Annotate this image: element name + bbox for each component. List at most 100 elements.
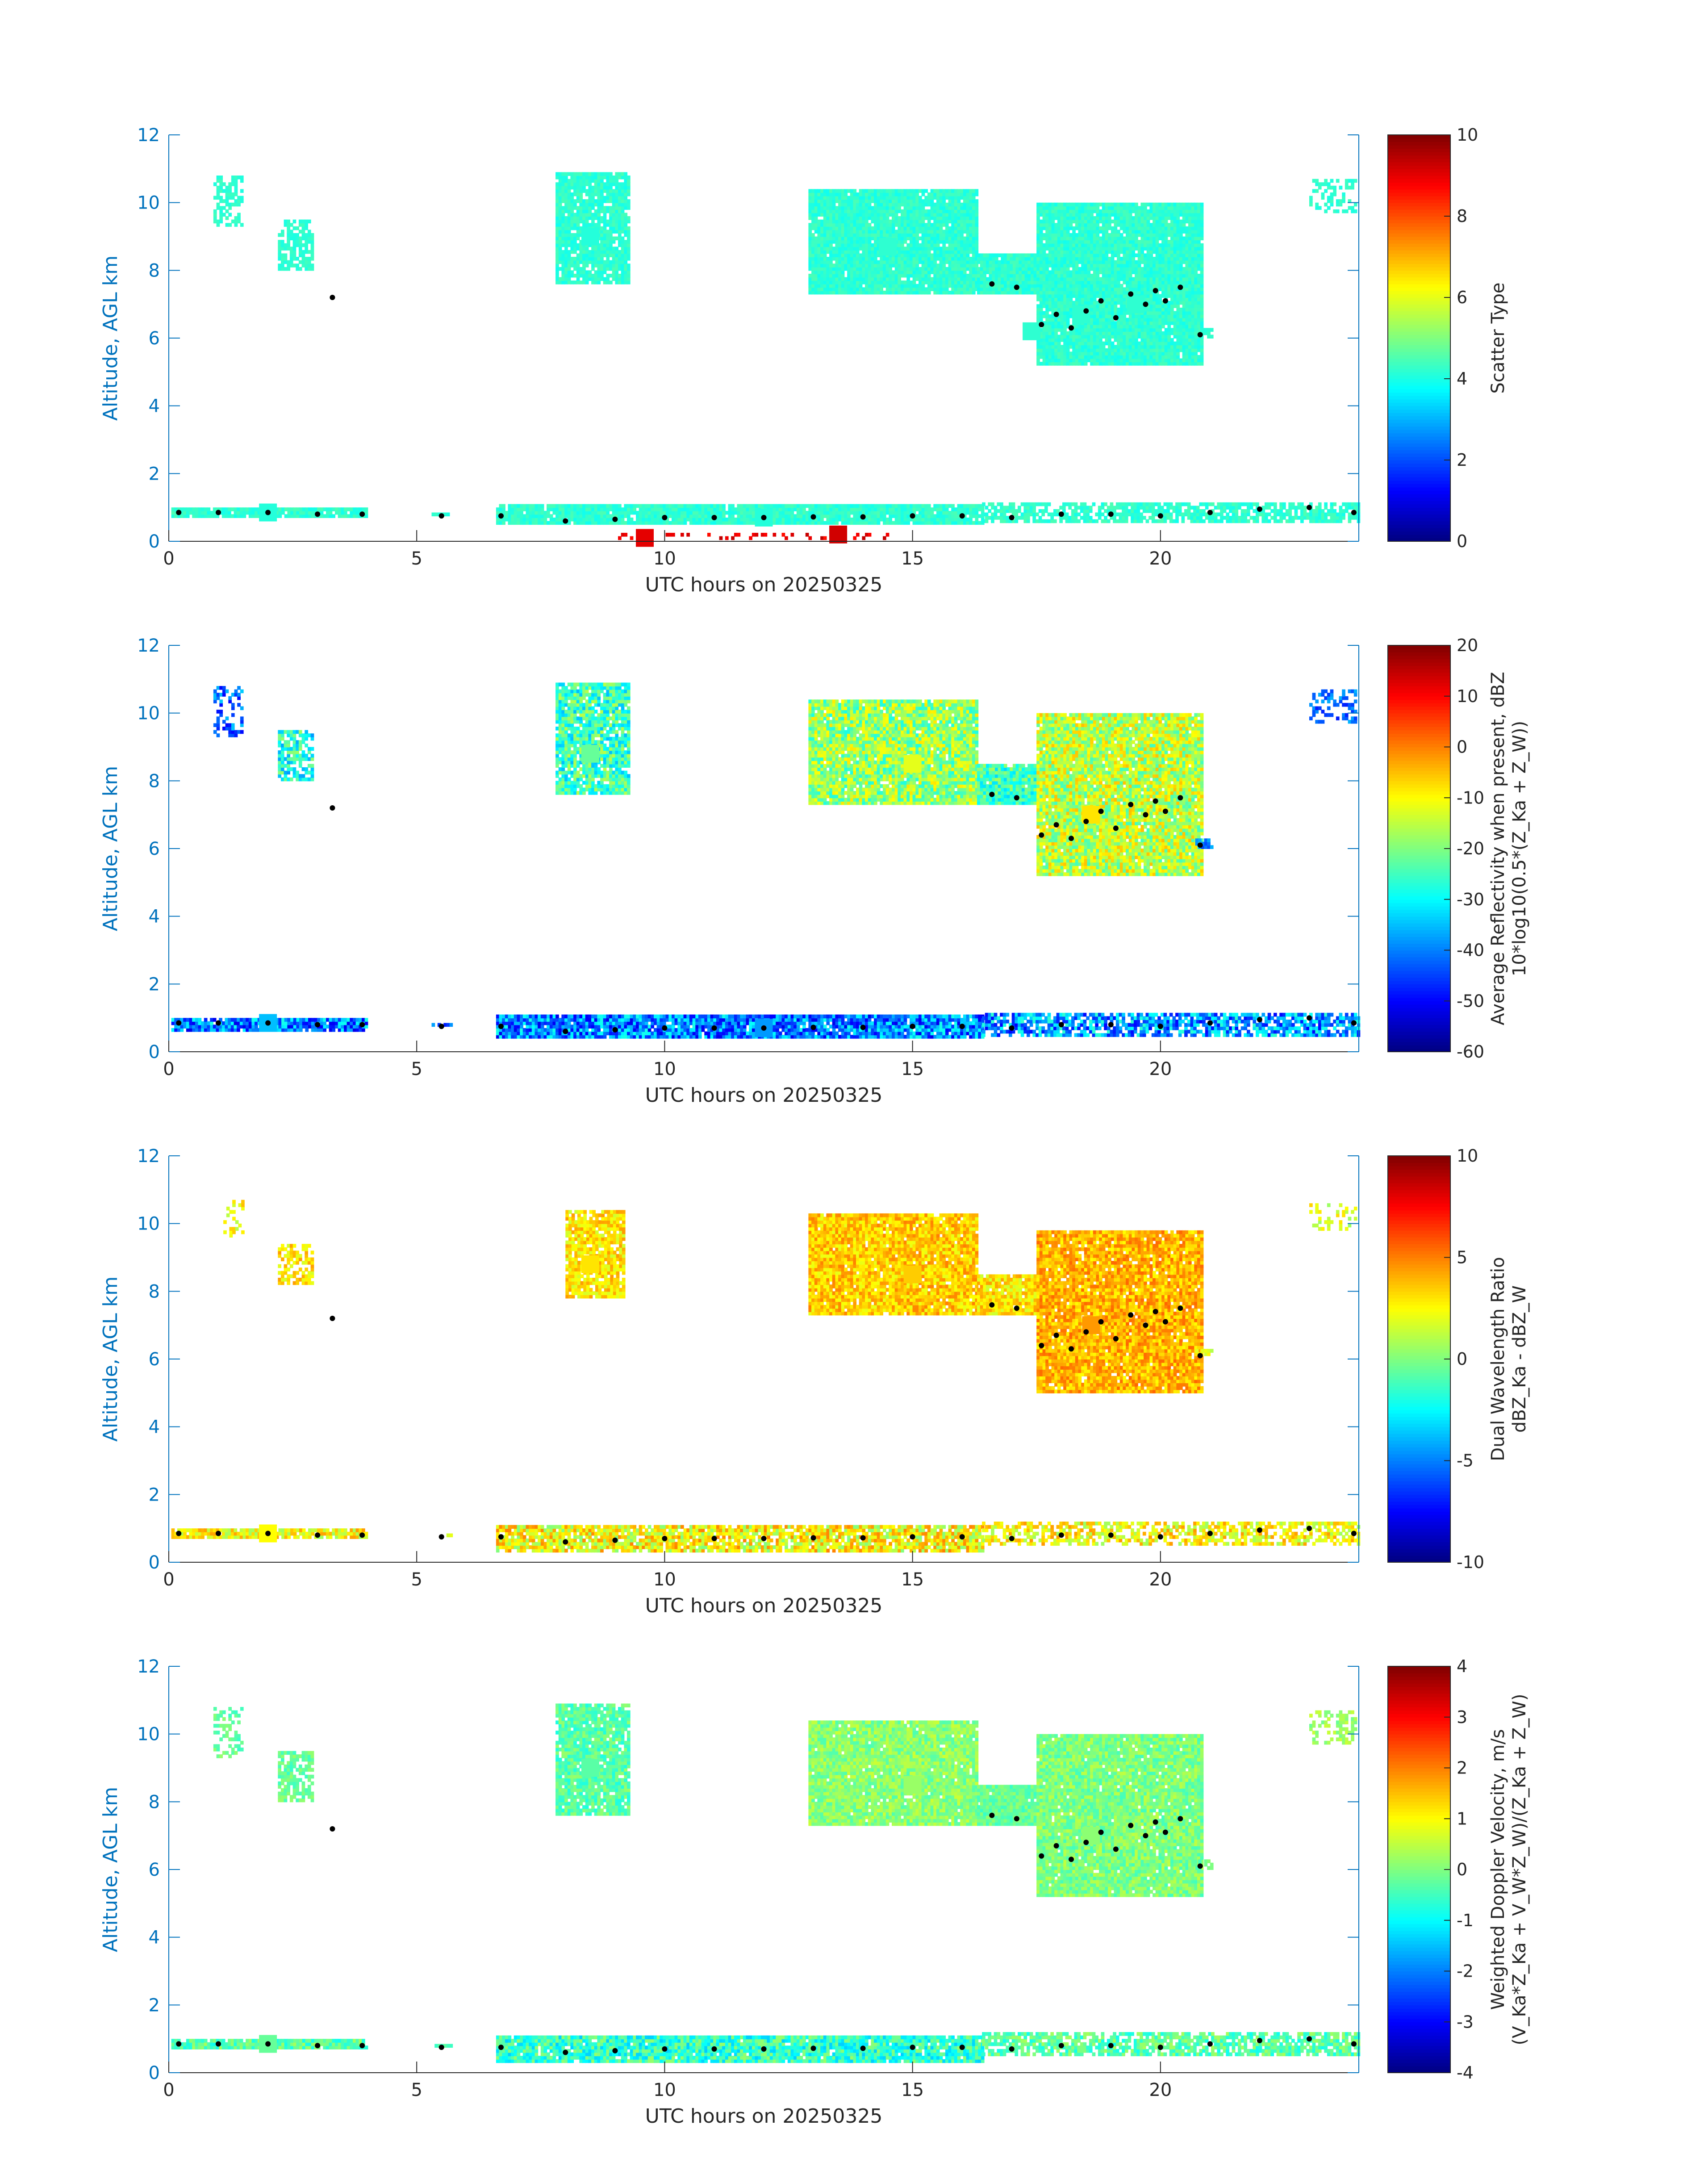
heatmap-cell (1010, 267, 1013, 271)
heatmap-cell (582, 247, 586, 251)
heatmap-cell (627, 270, 631, 274)
heatmap-cell (600, 182, 604, 186)
heatmap-cell (582, 202, 586, 207)
heatmap-cell (606, 277, 610, 281)
heatmap-cell (1056, 512, 1060, 517)
heatmap-cell (853, 236, 857, 241)
heatmap-cell (1048, 301, 1052, 305)
heatmap-cell (868, 213, 872, 217)
heatmap-cell (930, 196, 934, 200)
heatmap-cell (1051, 247, 1055, 251)
heatmap-cell (787, 504, 791, 508)
heatmap-cell (615, 504, 619, 508)
heatmap-cell (811, 213, 815, 217)
heatmap-cell (808, 263, 812, 268)
heatmap-cell (1039, 290, 1043, 295)
heatmap-cell (859, 287, 863, 291)
heatmap-cell (1019, 290, 1022, 295)
heatmap-cell (841, 196, 845, 200)
heatmap-cell (945, 290, 949, 295)
heatmap-cell (746, 507, 750, 511)
heatmap-cell (877, 273, 881, 278)
heatmap-cell (1175, 519, 1179, 523)
heatmap-cell (1045, 328, 1049, 332)
heatmap-cell (239, 510, 243, 515)
heatmap-cell (868, 504, 872, 508)
heatmap-cell (570, 176, 574, 180)
heatmap-cell (930, 213, 934, 217)
heatmap-cell (992, 260, 995, 264)
heatmap-cell (538, 504, 541, 508)
heatmap-cell (603, 206, 607, 210)
heatmap-cell (1098, 516, 1102, 520)
heatmap-cell (323, 514, 326, 518)
heatmap-cell (570, 280, 574, 284)
heatmap-cell (856, 250, 860, 254)
heatmap-cell (522, 507, 526, 511)
heatmap-cell (1045, 216, 1049, 220)
heatmap-cell (856, 514, 860, 518)
heatmap-cell (901, 267, 904, 271)
heatmap-cell (1193, 506, 1197, 510)
heatmap-cell (618, 233, 622, 237)
heatmap-cell (841, 273, 845, 278)
heatmap-cell (919, 267, 922, 271)
heatmap-cell (871, 287, 875, 291)
heatmap-cell (1001, 284, 1004, 288)
heatmap-cell (859, 507, 863, 511)
heatmap-cell (609, 185, 613, 190)
heatmap-cell (898, 273, 901, 278)
heatmap-cell (198, 514, 202, 518)
heatmap-cell (930, 216, 934, 220)
heatmap-cell (240, 199, 244, 203)
heatmap-cell (838, 250, 842, 254)
heatmap-cell (1256, 512, 1259, 517)
heatmap-cell (1339, 506, 1343, 510)
heatmap-cell (969, 233, 973, 237)
heatmap-cell (627, 182, 631, 186)
heatmap-cell (910, 236, 913, 241)
heatmap-cell (564, 179, 568, 183)
heatmap-cell (966, 284, 970, 288)
heatmap-cell (555, 514, 559, 518)
heatmap-cell (615, 250, 619, 254)
heatmap-cell (998, 260, 1002, 264)
heatmap-cell (942, 273, 946, 278)
heatmap-cell (1039, 206, 1043, 210)
heatmap-cell (781, 517, 785, 522)
heatmap-cell (814, 521, 818, 525)
heatmap-cell (883, 219, 886, 224)
heatmap-cell (677, 504, 681, 508)
heatmap-cell (609, 504, 613, 508)
heatmap-cell (1036, 294, 1040, 298)
heatmap-cell (287, 510, 291, 515)
heatmap-cell (728, 510, 732, 515)
heatmap-cell (561, 240, 565, 244)
heatmap-cell (850, 223, 854, 227)
heatmap-cell (579, 233, 583, 237)
heatmap-cell (901, 514, 904, 518)
heatmap-cell (986, 277, 990, 281)
heatmap-cell (234, 507, 238, 511)
heatmap-cell (1015, 290, 1019, 295)
heatmap-cell (1048, 331, 1052, 335)
heatmap-cell (995, 287, 998, 291)
heatmap-cell (698, 521, 702, 525)
heatmap-cell (1015, 257, 1019, 261)
heatmap-cell (344, 510, 347, 515)
heatmap-cell (811, 199, 815, 203)
heatmap-cell (847, 247, 851, 251)
heatmap-cell (597, 514, 601, 518)
heatmap-cell (1104, 502, 1107, 506)
heatmap-cell (1006, 284, 1011, 288)
heatmap-cell (841, 263, 845, 268)
heatmap-cell (977, 253, 981, 257)
heatmap-cell (1223, 506, 1227, 510)
heatmap-cell (874, 216, 877, 220)
heatmap-cell (1104, 519, 1107, 523)
heatmap-cell (832, 189, 836, 193)
heatmap-cell (892, 213, 895, 217)
heatmap-cell (1309, 512, 1313, 517)
heatmap-cell (1220, 516, 1224, 520)
heatmap-cell (251, 510, 255, 515)
